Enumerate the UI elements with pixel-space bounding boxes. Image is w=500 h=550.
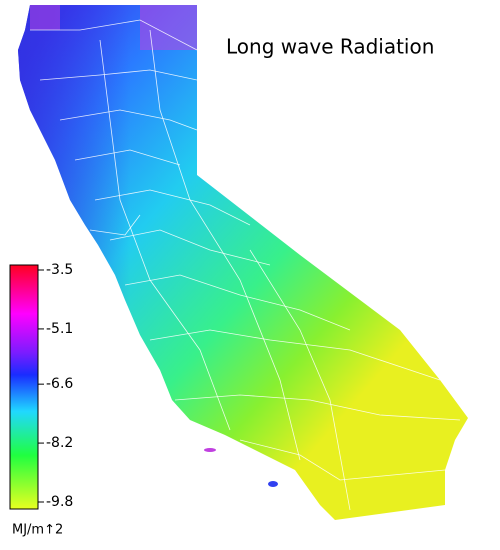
legend-tick-label: -9.8 bbox=[46, 494, 73, 510]
county-lines bbox=[30, 19, 461, 511]
map-title: Long wave Radiation bbox=[226, 35, 434, 59]
legend-tick-label: -8.2 bbox=[46, 435, 73, 451]
legend-unit: MJ/m↑2 bbox=[12, 523, 63, 538]
state-shape bbox=[18, 5, 468, 520]
legend: MJ/m↑2 bbox=[9, 264, 63, 538]
color-bar bbox=[9, 264, 39, 510]
legend-tick-label: -3.5 bbox=[46, 262, 73, 278]
legend-tick-label: -6.6 bbox=[46, 376, 73, 392]
legend-tick-label: -5.1 bbox=[46, 321, 73, 337]
